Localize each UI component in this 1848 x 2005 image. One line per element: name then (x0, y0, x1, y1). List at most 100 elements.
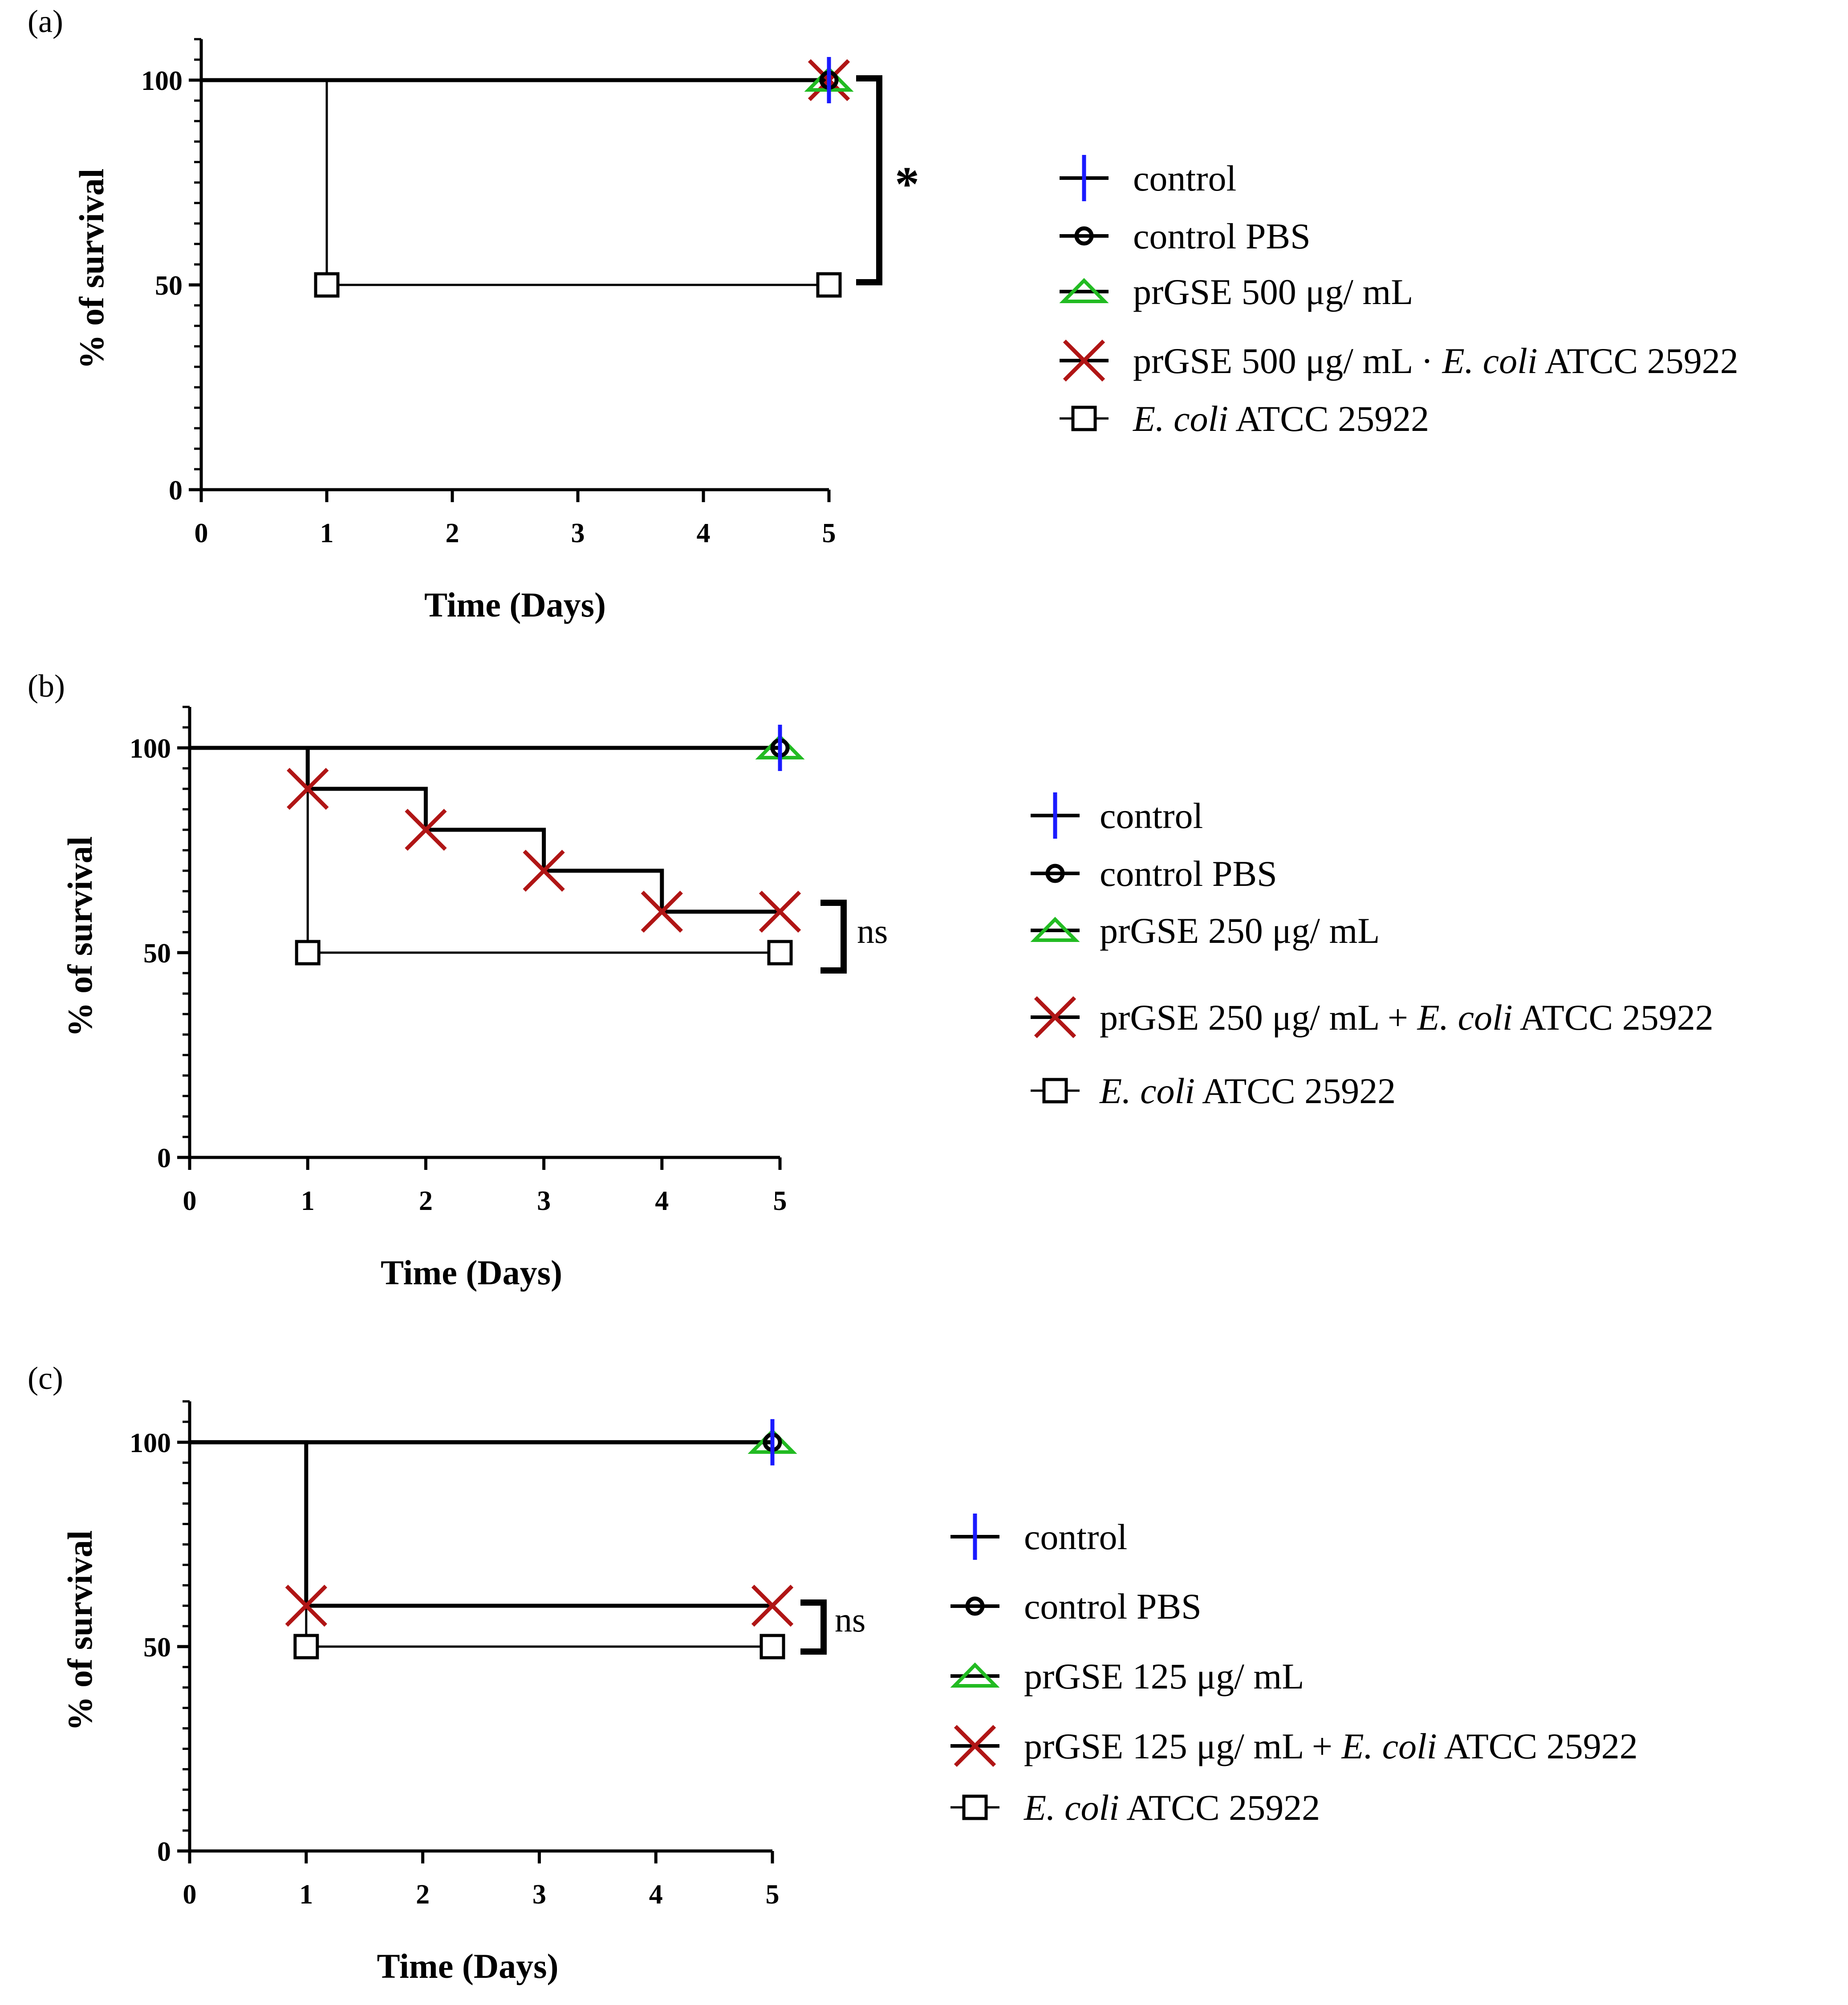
legend-label-part: prGSE 250 μg/ mL (1100, 910, 1380, 951)
data-point-cross-stroke-b (641, 890, 683, 933)
significance-label: * (895, 157, 919, 211)
legend-label-part: prGSE 500 μg/ mL · (1133, 341, 1442, 381)
legend-label: control (1024, 1517, 1127, 1557)
panel-label: (b) (28, 668, 65, 704)
legend-label: control PBS (1024, 1586, 1202, 1627)
legend-label: control PBS (1133, 216, 1311, 256)
data-point-cross-stroke-b (287, 767, 329, 810)
panel-b: (b) 0 50 100 0 1 2 3 4 5 Time (Days) % of survival n… (28, 668, 1714, 1292)
legend-label-part: E. coli (1024, 1787, 1119, 1828)
data-point-square (314, 272, 340, 298)
legend-label-part: control (1024, 1517, 1127, 1557)
legend-label: control PBS (1100, 853, 1277, 894)
x-tick-label-4: 4 (649, 1879, 663, 1910)
legend-item-prgse-250-g-ml: prGSE 250 μg/ mL (1030, 910, 1380, 951)
data-point-square (293, 1634, 319, 1660)
legend-item-control: control (1031, 792, 1203, 839)
x-tick-label-5: 5 (773, 1186, 787, 1216)
legend-label-part: control (1133, 158, 1236, 199)
x-tick-label-0: 0 (183, 1186, 197, 1216)
legend-label-part: control (1100, 796, 1203, 836)
legend: control control PBS prGSE 500 μg/ mL prGSE … (1059, 155, 1738, 439)
y-axis-title: % of survival (61, 836, 99, 1037)
x-tick-label-1: 1 (320, 518, 334, 548)
legend-label-part: prGSE 500 μg/ mL (1133, 272, 1413, 312)
panel-c: (c) 0 50 100 0 1 2 3 4 5 Time (Days) % of survival n… (28, 1360, 1638, 1985)
x-tick-label-3: 3 (537, 1186, 551, 1216)
y-tick-label-0: 0 (157, 1143, 171, 1173)
data-point-square (760, 1634, 785, 1660)
y-tick-label-50: 50 (155, 271, 183, 301)
significance-label: ns (857, 912, 888, 950)
legend-item-control-pbs: control PBS (950, 1586, 1202, 1627)
legend: control control PBS prGSE 125 μg/ mL prGSE … (950, 1514, 1638, 1828)
x-tick-label-3: 3 (532, 1879, 546, 1910)
legend-label-part: control PBS (1133, 216, 1311, 256)
y-axis-title: % of survival (61, 1530, 99, 1731)
legend-label: E. coli ATCC 25922 (1133, 398, 1429, 439)
legend-cross-icon (1034, 996, 1076, 1039)
x-axis-title: Time (Days) (381, 1253, 562, 1292)
legend-item-prgse-125-g-ml-e-coli-atcc-25922: prGSE 125 μg/ mL + E. coli ATCC 25922 (950, 1725, 1638, 1767)
x-tick-label-0: 0 (183, 1879, 197, 1910)
data-point-cross (405, 808, 447, 851)
y-tick-label-50: 50 (143, 938, 171, 969)
panel-a: (a) 0 50 100 0 1 2 3 4 5 Time (Days) % of survival *… (28, 4, 1738, 624)
legend-item-e-coli-atcc-25922: E. coli ATCC 25922 (1060, 398, 1429, 439)
legend-label: prGSE 125 μg/ mL (1024, 1656, 1304, 1697)
data-point-square (767, 940, 793, 966)
legend-label: prGSE 250 μg/ mL (1100, 910, 1380, 951)
legend-item-e-coli-atcc-25922: E. coli ATCC 25922 (1031, 1071, 1396, 1111)
legend-label: prGSE 250 μg/ mL + E. coli ATCC 25922 (1100, 997, 1714, 1038)
data-point-square (295, 940, 321, 966)
legend-square-icon (1042, 1078, 1068, 1104)
x-tick-label-5: 5 (766, 1879, 780, 1910)
significance-label: ns (835, 1600, 865, 1639)
data-point-cross-stroke-b (285, 1584, 327, 1627)
x-tick-label-2: 2 (419, 1186, 433, 1216)
y-tick-label-100: 100 (130, 1428, 171, 1458)
legend-square-icon (1071, 406, 1097, 431)
legend-cross-icon-stroke-b (954, 1725, 996, 1767)
legend-triangle-icon (1059, 278, 1109, 303)
legend: control control PBS prGSE 250 μg/ mL prGSE … (1030, 792, 1714, 1111)
data-point-cross-stroke-b (523, 849, 565, 892)
legend-item-prgse-500-g-ml: prGSE 500 μg/ mL (1059, 272, 1413, 312)
data-point-cross-stroke-b (751, 1584, 794, 1627)
legend-label-part: prGSE 125 μg/ mL (1024, 1656, 1304, 1697)
data-point-square (816, 272, 842, 298)
legend-item-prgse-250-g-ml-e-coli-atcc-25922: prGSE 250 μg/ mL + E. coli ATCC 25922 (1031, 996, 1714, 1039)
legend-label-part: E. coli (1133, 398, 1228, 439)
y-tick-label-0: 0 (169, 475, 183, 506)
legend-triangle-icon (1030, 917, 1080, 942)
legend-label-part: E. coli (1417, 997, 1513, 1038)
series-line-e-coli-atcc-25922 (190, 1441, 772, 1648)
y-tick-label-100: 100 (141, 66, 183, 96)
x-tick-label-2: 2 (446, 518, 459, 548)
legend-item-control-pbs: control PBS (1060, 216, 1311, 256)
legend-label-part: prGSE 125 μg/ mL + (1024, 1726, 1342, 1766)
legend-label: control (1133, 158, 1236, 199)
legend-label: E. coli ATCC 25922 (1099, 1071, 1396, 1111)
data-point-cross-stroke-b (405, 808, 447, 851)
x-tick-label-1: 1 (299, 1879, 313, 1910)
legend-cross-icon-stroke-b (1034, 996, 1076, 1039)
series-line-e-coli-atcc-25922 (190, 747, 780, 954)
legend-item-control-pbs: control PBS (1031, 853, 1277, 894)
panel-label: (c) (28, 1360, 63, 1396)
significance-bracket (800, 1599, 827, 1655)
legend-label: control (1100, 796, 1203, 836)
y-tick-label-0: 0 (157, 1837, 171, 1867)
significance-bracket (820, 900, 847, 974)
y-tick-label-100: 100 (130, 734, 171, 764)
legend-triangle-icon (950, 1662, 1000, 1688)
legend-cross-icon (954, 1725, 996, 1767)
legend-label: prGSE 500 μg/ mL (1133, 272, 1413, 312)
x-tick-label-0: 0 (195, 518, 208, 548)
data-point-cross-stroke-b (759, 890, 801, 933)
data-point-cross (641, 890, 683, 933)
legend-label-part: control PBS (1024, 1586, 1202, 1627)
legend-item-control: control (1060, 155, 1236, 201)
series-line-prgse-125-g-ml-e-coli-atcc-25922 (190, 1440, 772, 1608)
y-tick-label-50: 50 (143, 1632, 171, 1663)
